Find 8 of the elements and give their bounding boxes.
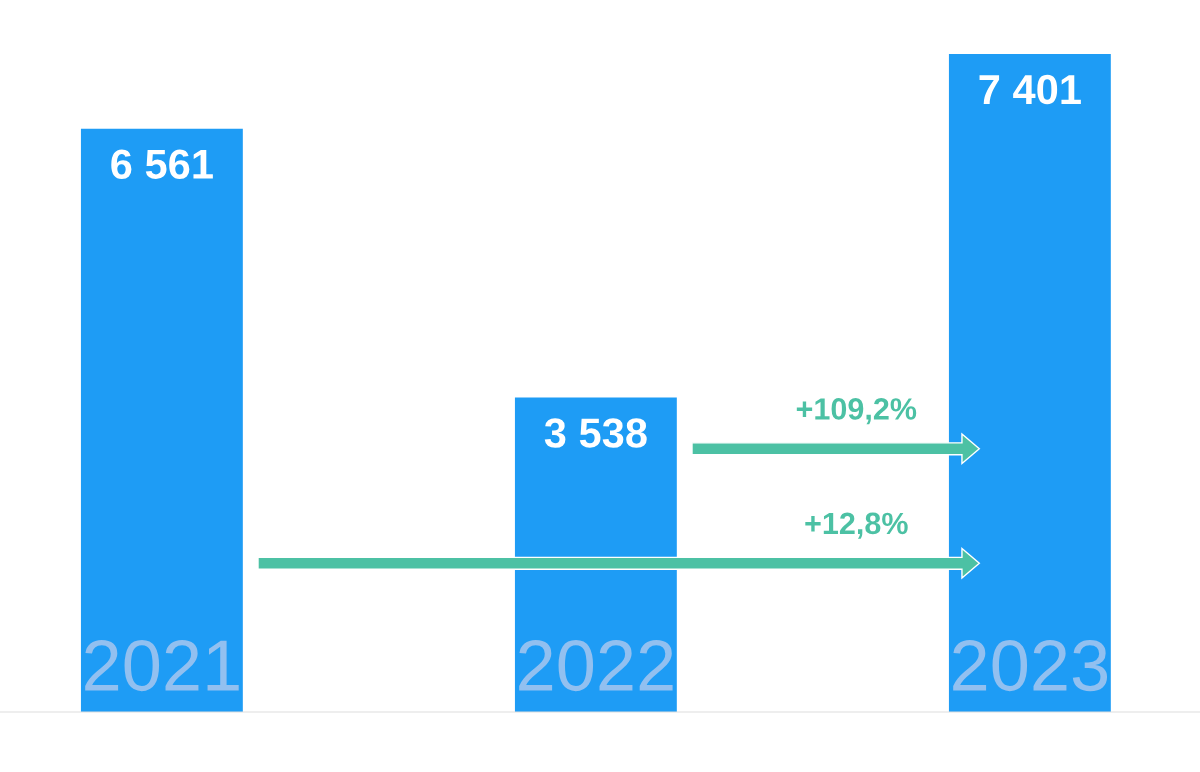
data-label: 3 538	[544, 418, 647, 448]
x-tick-label: 2021	[85, 640, 239, 692]
x-tick-label: 2023	[953, 640, 1108, 692]
annotation: +12,8%	[805, 512, 908, 539]
data-label: 6 561	[111, 149, 213, 179]
data-label: 7 401	[979, 74, 1081, 105]
x-tick-label: 2022	[519, 640, 673, 692]
annotation: +109,2%	[796, 398, 917, 425]
